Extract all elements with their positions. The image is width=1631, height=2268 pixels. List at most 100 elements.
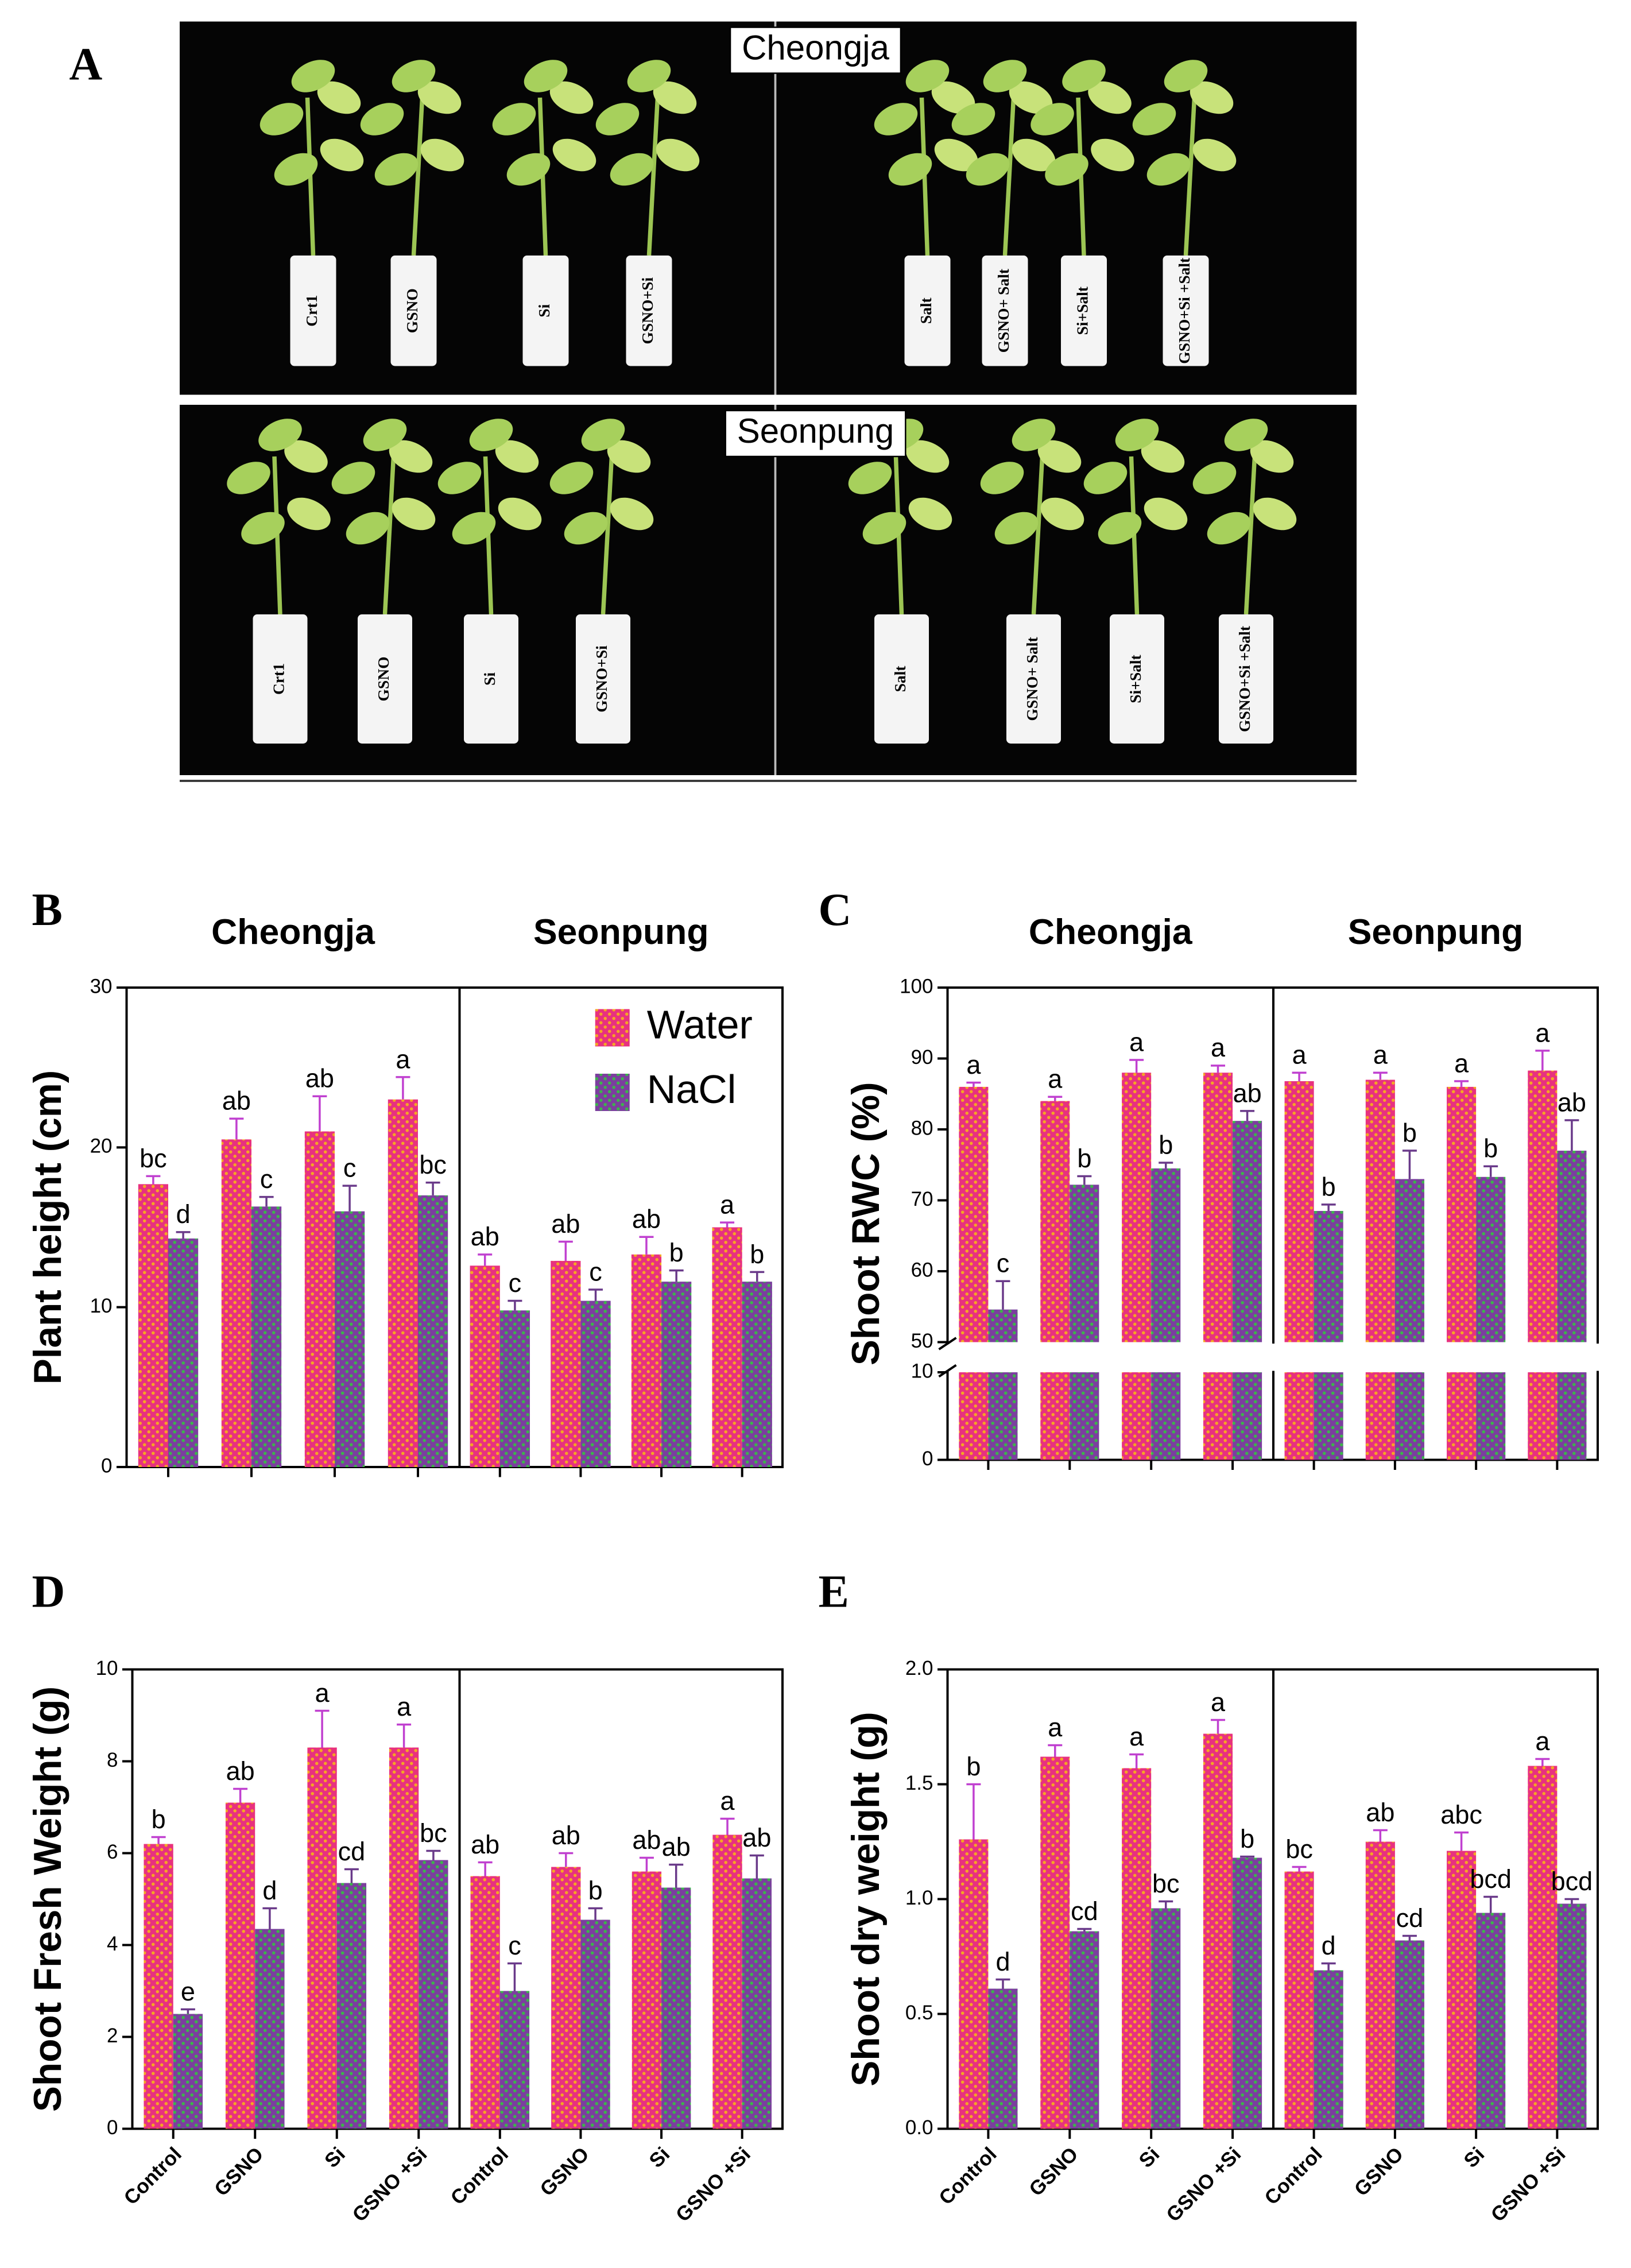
bar <box>307 1747 337 2129</box>
significance-letter: bc <box>419 1150 447 1179</box>
pot <box>522 256 569 366</box>
bar <box>1284 1081 1314 1342</box>
pot <box>904 256 951 366</box>
leaf <box>420 138 464 172</box>
significance-letter: c <box>260 1164 273 1194</box>
significance-letter: a <box>1535 1727 1550 1756</box>
y-tick-label: 10 <box>911 1360 933 1382</box>
leaf <box>524 60 568 92</box>
bar <box>988 1988 1018 2129</box>
y-tick-label: 10 <box>90 1295 113 1317</box>
significance-letter: b <box>1322 1172 1336 1201</box>
bar-base <box>1233 1372 1262 1460</box>
significance-letter: b <box>1240 1824 1254 1853</box>
x-tick-label: Si <box>320 2143 350 2172</box>
bar <box>336 1883 367 2129</box>
bar <box>551 1867 581 2129</box>
bar <box>418 1195 448 1467</box>
pot-label: Si+Salt <box>1126 654 1144 703</box>
leaf <box>374 153 419 186</box>
leaf <box>1083 462 1128 494</box>
bar <box>1365 1841 1395 2129</box>
plant-stem <box>1002 97 1016 256</box>
group-label: Seonpung <box>1348 912 1524 952</box>
pot-label: GSNO+ Salt <box>994 268 1012 353</box>
bar <box>138 1184 168 1467</box>
leaf <box>627 60 671 92</box>
y-tick-label: 50 <box>911 1330 933 1352</box>
leaf <box>1190 81 1234 114</box>
bar <box>389 1747 419 2129</box>
bar-base <box>1122 1372 1152 1460</box>
x-tick-label: GSNO <box>210 2143 268 2200</box>
bar <box>1284 1871 1314 2129</box>
plant-stem <box>646 97 660 256</box>
significance-letter: d <box>995 1947 1010 1976</box>
x-tick-label: Control <box>119 2143 186 2209</box>
legend-swatch <box>595 1009 630 1047</box>
significance-letter: c <box>343 1154 357 1183</box>
leaf <box>1088 81 1132 114</box>
significance-letter: bc <box>1285 1834 1313 1864</box>
pot <box>1110 614 1164 744</box>
leaf <box>1091 138 1134 172</box>
cultivar-label: Cheongja <box>742 28 890 67</box>
bar <box>580 1301 611 1467</box>
significance-letter: a <box>720 1190 735 1220</box>
significance-letter: a <box>966 1050 981 1079</box>
pot <box>626 256 672 366</box>
bar <box>335 1211 365 1467</box>
leaf <box>1045 153 1088 186</box>
pot-label: GSNO+Si <box>592 645 610 713</box>
bar-base <box>988 1372 1018 1460</box>
significance-letter: cd <box>1071 1897 1098 1926</box>
pot-label: GSNO+Si <box>638 277 656 345</box>
leaf <box>966 153 1010 186</box>
bar <box>988 1309 1018 1342</box>
significance-letter: cd <box>1396 1903 1424 1933</box>
significance-letter: a <box>1292 1040 1307 1070</box>
bar-base <box>1447 1372 1477 1460</box>
leaf <box>291 60 335 92</box>
significance-letter: ab <box>742 1823 771 1852</box>
photo <box>180 21 1357 395</box>
significance-letter: ab <box>1366 1798 1394 1827</box>
significance-letter: bc <box>420 1818 447 1848</box>
pot-label: Crt1 <box>269 663 287 695</box>
significance-letter: bcd <box>1551 1867 1593 1896</box>
axis-break-mark <box>938 1337 957 1350</box>
leaf <box>581 419 625 451</box>
pot <box>1006 614 1061 744</box>
bar <box>144 1844 173 2129</box>
y-tick-label: 4 <box>107 1933 118 1955</box>
leaf <box>360 103 404 136</box>
leaf <box>908 497 952 531</box>
significance-letter: a <box>1211 1688 1226 1717</box>
significance-letter: a <box>1373 1040 1388 1070</box>
bar <box>470 1876 500 2129</box>
significance-letter: b <box>1403 1118 1417 1147</box>
cultivar-label-box <box>725 409 906 458</box>
y-axis-label: Plant height (cm) <box>26 1070 69 1385</box>
bar <box>1394 1940 1424 2129</box>
panel-letter: E <box>819 1566 849 1617</box>
significance-letter: ab <box>632 1205 661 1234</box>
bar <box>661 1282 692 1467</box>
y-axis-label: Shoot Fresh Weight (g) <box>26 1686 69 2112</box>
bar <box>631 1254 662 1467</box>
leaf <box>1030 103 1074 136</box>
leaf <box>506 153 551 186</box>
leaf <box>980 462 1024 494</box>
significance-letter: b <box>1077 1144 1091 1173</box>
pot <box>1163 256 1209 366</box>
leaf <box>653 81 697 114</box>
bar <box>304 1131 335 1467</box>
significance-letter: ab <box>662 1832 691 1861</box>
bar <box>712 1834 742 2129</box>
y-tick-label: 0.5 <box>905 2002 933 2024</box>
significance-letter: c <box>509 1268 522 1298</box>
bar-base <box>1070 1372 1099 1460</box>
leaf <box>1115 419 1159 451</box>
bar <box>1314 1211 1343 1342</box>
